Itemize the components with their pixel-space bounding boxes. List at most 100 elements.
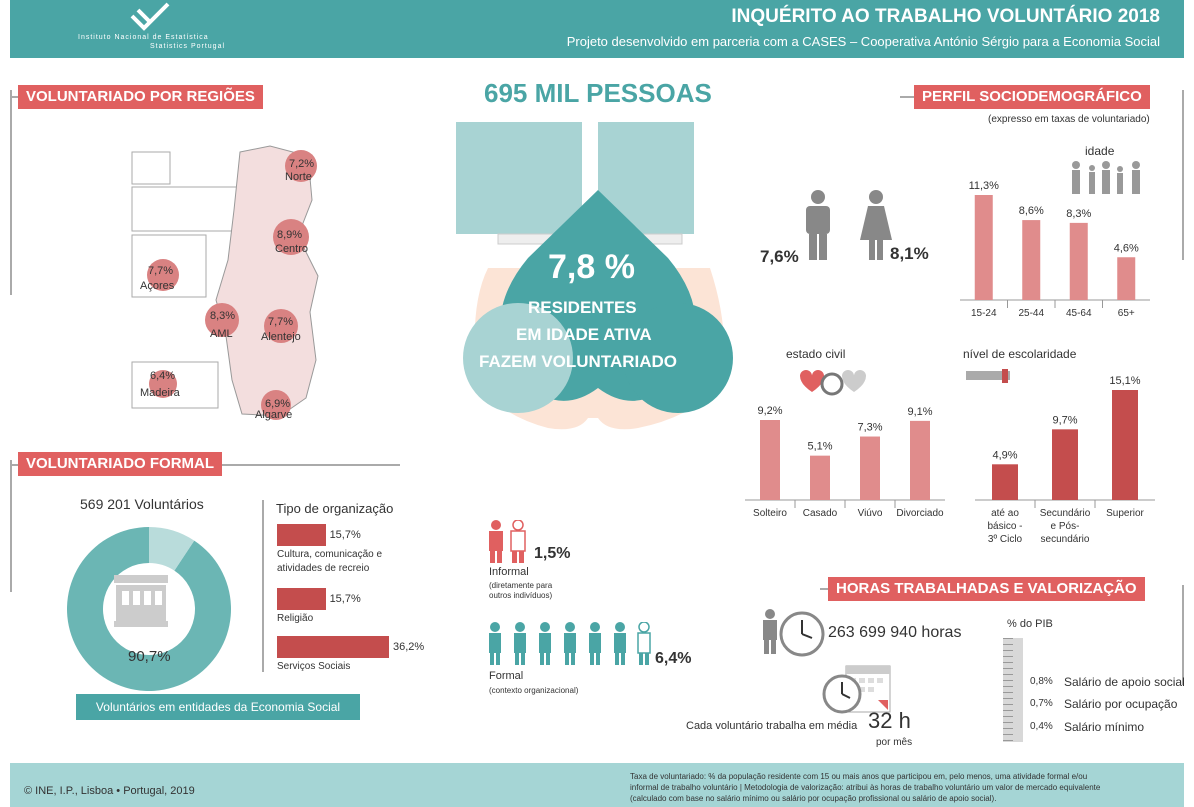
divider [1182,585,1184,685]
bar [810,455,830,500]
pib-pct: 0,7% [1030,698,1053,709]
org-pct: 15,7% [329,593,361,605]
region-name: Norte [285,171,312,183]
category-label: secundário [1041,534,1090,545]
region-pct: 6,9% [265,398,291,410]
section-title-perfil: PERFIL SOCIODEMOGRÁFICO [914,85,1150,109]
logo-line1: Instituto Nacional de Estatística [78,34,209,41]
category-label: 45-64 [1066,308,1092,319]
bar [1022,220,1041,300]
bar [1117,257,1136,300]
male-icon [806,190,830,260]
building-icon [114,575,168,627]
avg-unit: por mês [876,737,913,748]
category-label: 15-24 [971,308,997,319]
header-banner: Instituto Nacional de Estatística Statis… [10,0,1184,58]
center-line2: EM IDADE ATIVA [516,325,652,344]
data-label: 9,7% [1052,414,1077,426]
informal-pct: 1,5% [534,545,571,562]
bar [992,464,1018,500]
age-chart-title: idade [1085,144,1115,158]
calendar-clock-icon [822,665,891,714]
data-label: 4,9% [992,449,1017,461]
female-icon [860,190,892,260]
region-name: Alentejo [261,331,301,343]
page-title: INQUÉRITO AO TRABALHO VOLUNTÁRIO 2018 [731,6,1160,27]
perfil-subtitle: (expresso em taxas de voluntariado) [988,114,1150,125]
region-pct: 7,2% [289,158,315,170]
region-pct: 8,9% [277,229,303,241]
pib-label: Salário mínimo [1064,720,1145,734]
region-name: Açores [140,280,175,292]
total-hours: 263 699 940 horas [828,624,962,641]
region-pct: 6,4% [150,370,176,382]
ine-logo-icon [130,2,170,31]
pib-pct: 0,8% [1030,676,1053,687]
page-subtitle: Projeto desenvolvido em parceria com a C… [566,34,1160,49]
bar [910,420,930,500]
region-name: Algarve [255,409,293,421]
section-title-formal: VOLUNTARIADO FORMAL [18,452,223,476]
donut-slice-main [66,527,231,691]
org-title: Tipo de organização [276,501,394,516]
category-label: 65+ [1118,308,1135,319]
data-label: 8,6% [1019,205,1044,217]
region-pct: 7,7% [148,265,174,277]
bar [974,195,993,300]
footer: © INE, I.P., Lisboa • Portugal, 2019 Tax… [10,763,1184,807]
data-label: 15,1% [1109,375,1140,387]
age-bar-chart: 11,3% 15-24 8,6% 25-44 8,3% 45-64 4,6% 65+ [960,180,1150,319]
category-label: e Pós- [1051,521,1080,532]
divider [10,460,12,592]
divider [262,500,264,672]
divider [900,96,914,98]
center-line1: RESIDENTES [528,298,637,317]
center-line3: FAZEM VOLUNTARIADO [479,352,678,371]
region-pct: 8,3% [210,310,236,322]
informal-desc: (diretamente para outros indivíduos) [489,581,553,600]
divider [10,90,12,295]
org-label: Serviços Sociais [277,661,351,672]
divider [820,588,830,590]
region-name: Madeira [140,387,180,399]
pib-title: % do PIB [1007,618,1053,630]
formal-pct: 6,4% [655,650,692,667]
avg-label: Cada voluntário trabalha em média [686,720,858,732]
family-icon [1072,161,1140,194]
category-label: Secundário [1040,508,1091,519]
avg-value: 32 h [868,708,911,733]
bar [1052,429,1078,500]
data-label: 5,1% [807,441,832,453]
informal-label: Informal [489,566,529,578]
person-clock-icon [763,609,825,657]
formal-donut-chart [66,527,231,691]
data-label: 4,6% [1114,242,1139,254]
donut-pct: 90,7% [128,648,171,665]
pib-label: Salário por ocupação [1064,697,1178,711]
male-pct: 7,6% [760,247,799,266]
divider [1182,90,1184,260]
civil-bar-chart: 9,2% Solteiro 5,1% Casado 7,3% Viúvo 9,1% Divor… [745,405,945,519]
formal-people-icon [489,622,651,665]
donut-slice-rest [149,527,195,571]
volunteers-count: 569 201 Voluntários [80,496,204,512]
category-label: 3º Ciclo [988,534,1023,545]
category-label: Superior [1106,508,1144,519]
bar [860,436,880,500]
pib-pct: 0,4% [1030,721,1053,732]
footer-note2: informal de trabalho voluntário | Metodo… [630,783,1101,792]
informal-people-icon [489,520,526,563]
civil-chart-title: estado civil [786,347,846,361]
bar [1069,222,1088,300]
footer-copyright: © INE, I.P., Lisboa • Portugal, 2019 [24,785,195,797]
section-title-regioes: VOLUNTARIADO POR REGIÕES [18,85,263,109]
category-label: básico - [987,521,1022,532]
category-label: Casado [803,508,838,519]
portugal-map [131,145,319,417]
category-label: 25-44 [1018,308,1044,319]
hands-drop-illustration [456,122,733,430]
category-label: até ao [991,508,1019,519]
footer-note3: (calculado com base no salário mínimo ou… [630,794,997,803]
formal-desc: (contexto organizacional) [489,686,579,695]
data-label: 8,3% [1066,208,1091,220]
